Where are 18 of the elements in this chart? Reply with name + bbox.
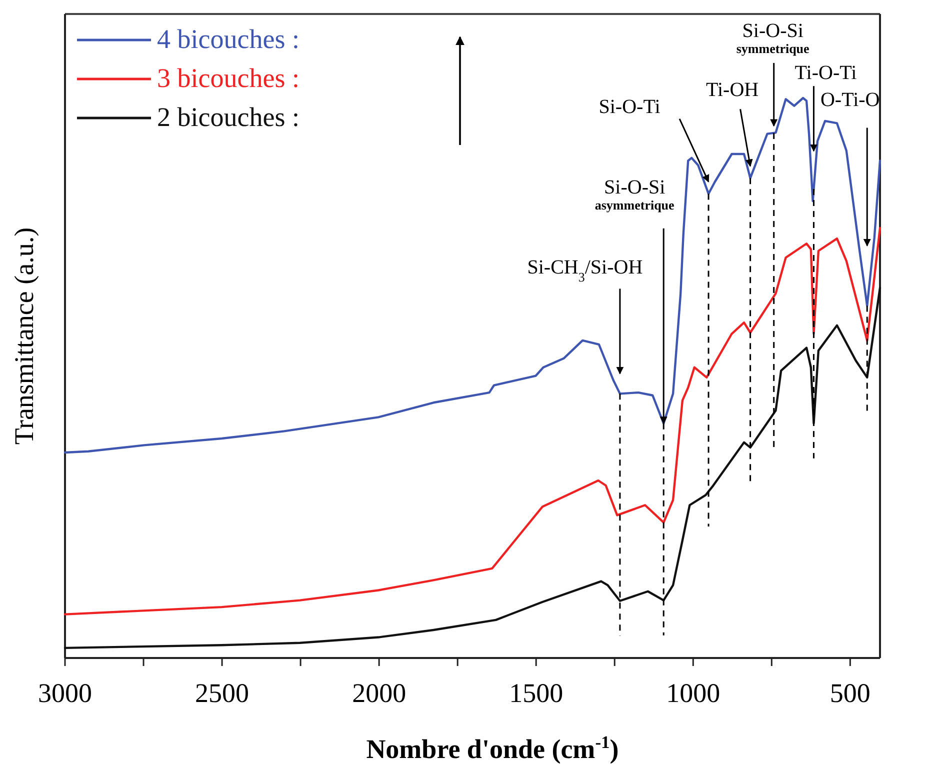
x-axis-title: Nombre d'onde (cm$^{-1}$) [366,732,619,764]
annotation: Si-O-Ti [598,96,661,118]
legend-label: 2 bicouches : [157,102,300,132]
text: Ti-O-Ti [794,62,858,84]
x-tick-label: 2000 [352,678,406,708]
text: Si-O-Si symmetrique [736,20,810,56]
annotation: O-Ti-O [820,88,880,111]
annotation: Si-CH$_{3}$/Si-OH [527,256,643,284]
x-tick-label: 500 [830,678,870,708]
annotation: Si-O-Si asymmetrique [594,176,675,212]
y-axis-title: Transmittance (a.u.) [9,227,39,445]
x-tick-label: 2500 [195,678,250,708]
legend-label: 4 bicouches : [157,24,300,54]
legend-label: 3 bicouches : [157,63,300,93]
x-tick-label: 1000 [666,678,720,708]
annotation: Ti-OH [706,79,759,102]
x-tick-label: 1500 [509,678,564,708]
x-tick-label: 3000 [38,678,92,708]
